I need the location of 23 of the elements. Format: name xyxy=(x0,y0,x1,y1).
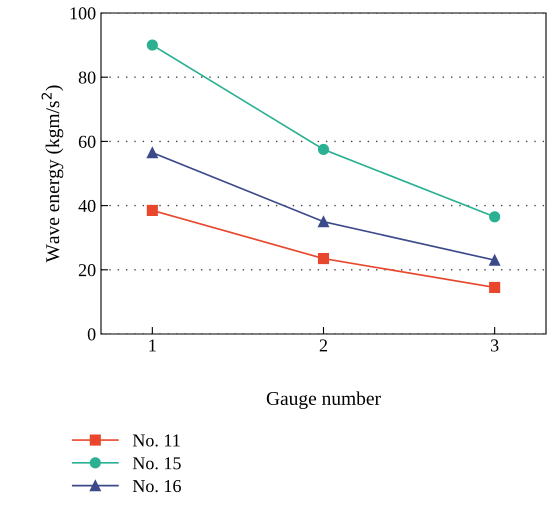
point xyxy=(318,253,330,264)
point xyxy=(318,144,330,155)
x-axis-title: Gauge number xyxy=(266,391,381,410)
legend-label: No. 15 xyxy=(132,457,181,470)
y-tick-label: 100 xyxy=(70,7,96,20)
x-tick-label: 1 xyxy=(149,339,156,352)
point xyxy=(146,147,158,158)
x-tick-label: 2 xyxy=(320,339,328,352)
x-tick-label: 3 xyxy=(491,339,498,352)
y-tick-label: 20 xyxy=(78,264,96,276)
y-tick-label: 80 xyxy=(78,71,96,84)
y-tick-label: 40 xyxy=(78,200,96,212)
y-tick-label: 0 xyxy=(88,328,96,340)
legend-label: No. 11 xyxy=(132,434,180,447)
point xyxy=(146,40,158,51)
point xyxy=(489,254,500,266)
point xyxy=(146,204,158,216)
point xyxy=(489,282,500,294)
y-axis-title: Wave energy (kgm/s$^{2}$) xyxy=(42,85,64,262)
point xyxy=(489,211,500,222)
point xyxy=(318,216,330,228)
legend-label: No. 16 xyxy=(132,480,181,492)
y-tick-label: 60 xyxy=(78,136,96,148)
